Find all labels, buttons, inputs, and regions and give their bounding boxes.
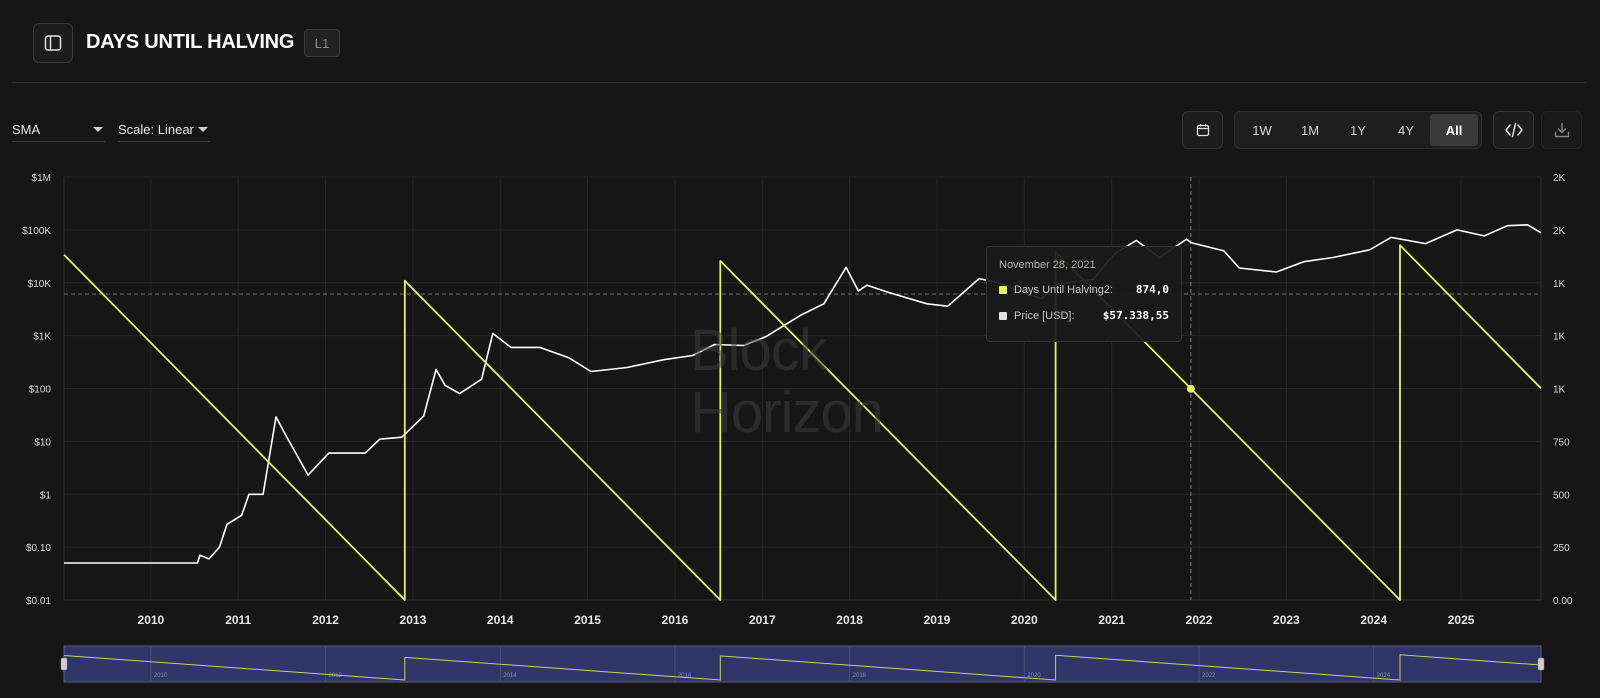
crosshair-point-marker — [1186, 384, 1195, 393]
x-tick-label: 2011 — [225, 613, 251, 627]
x-tick-label: 2016 — [662, 613, 689, 627]
download-icon — [1554, 122, 1569, 138]
y-right-tick-label: 1K — [1553, 332, 1566, 343]
x-tick-label: 2025 — [1448, 613, 1475, 627]
price-swatch — [999, 311, 1007, 320]
navigator-tick-label: 2024 — [1377, 673, 1391, 679]
y-right-tick-label: 1K — [1553, 279, 1566, 290]
navigator-handle-right[interactable] — [1537, 657, 1545, 671]
embed-code-button[interactable] — [1493, 111, 1534, 149]
scale-select[interactable]: Scale: Linear — [118, 118, 210, 142]
y-left-tick-label: $1 — [40, 490, 52, 501]
x-tick-label: 2017 — [749, 613, 776, 627]
tooltip-days-value: 874,0 — [1135, 283, 1169, 296]
tooltip-date: November 28, 2021 — [999, 259, 1096, 271]
calendar-icon — [1196, 124, 1209, 137]
y-left-tick-label: $0.10 — [26, 543, 51, 554]
y-right-tick-label: 750 — [1553, 437, 1570, 448]
watermark-logo: Block Horizon — [690, 320, 930, 450]
x-tick-label: 2023 — [1273, 613, 1300, 627]
range-button-1w[interactable]: 1W — [1252, 122, 1272, 138]
range-button-4y[interactable]: 4Y — [1398, 122, 1414, 138]
page-title: DAYS UNTIL HALVING — [86, 31, 295, 53]
x-tick-label: 2014 — [487, 613, 514, 627]
navigator-range — [63, 645, 1542, 683]
code-icon — [1504, 122, 1523, 138]
y-left-tick-label: $10K — [28, 279, 52, 290]
navigator-tick-label: 2012 — [329, 673, 343, 679]
x-tick-label: 2022 — [1186, 613, 1213, 627]
navigator-handle-left[interactable] — [60, 657, 68, 671]
time-range-group: 1W 1M 1Y 4Y All — [1234, 111, 1482, 149]
y-right-tick-label: 0.00 — [1553, 596, 1573, 607]
tooltip-days-label: Days Until Halving2: — [1014, 283, 1114, 296]
sidebar-panel-icon — [44, 35, 62, 51]
navigator-tick-label: 2010 — [154, 673, 168, 679]
navigator-tick-label: 2014 — [503, 673, 517, 679]
sidebar-toggle-button[interactable] — [33, 23, 73, 63]
y-left-tick-label: $1K — [33, 332, 51, 343]
y-left-tick-label: $100K — [22, 226, 51, 237]
x-tick-label: 2015 — [574, 613, 601, 627]
navigator-tick-label: 2018 — [853, 673, 867, 679]
y-left-tick-label: $10 — [34, 437, 51, 448]
navigator-tick-label: 2022 — [1202, 673, 1216, 679]
range-button-all[interactable]: All — [1430, 114, 1478, 146]
x-tick-label: 2019 — [924, 613, 951, 627]
y-right-tick-label: 2K — [1553, 173, 1566, 184]
chevron-down-icon — [198, 127, 208, 132]
x-tick-label: 2021 — [1098, 613, 1125, 627]
y-left-tick-label: $100 — [29, 385, 52, 396]
layer-badge: L1 — [304, 29, 340, 57]
y-right-tick-label: 500 — [1553, 490, 1570, 501]
y-right-tick-label: 250 — [1553, 543, 1570, 554]
download-button[interactable] — [1541, 111, 1582, 149]
y-right-tick-label: 2K — [1553, 226, 1566, 237]
header-divider — [12, 82, 1587, 83]
chart-tooltip: November 28, 2021 Days Until Halving2: 8… — [986, 246, 1182, 342]
x-tick-label: 2013 — [400, 613, 427, 627]
date-picker-button[interactable] — [1182, 111, 1223, 149]
days-swatch — [999, 285, 1007, 294]
range-button-1y[interactable]: 1Y — [1350, 122, 1366, 138]
x-tick-label: 2020 — [1011, 613, 1038, 627]
tooltip-row-days: Days Until Halving2: 874,0 — [999, 283, 1169, 296]
x-tick-label: 2010 — [138, 613, 165, 627]
price-series-line — [64, 224, 1542, 564]
navigator-series-line — [63, 654, 1542, 681]
navigator-tick-label: 2020 — [1027, 673, 1041, 679]
tooltip-row-price: Price [USD]: $57.338,55 — [999, 309, 1169, 322]
x-tick-label: 2024 — [1360, 613, 1387, 627]
chevron-down-icon — [93, 127, 103, 132]
navigator-tick-label: 2016 — [678, 673, 692, 679]
scale-select-value: Scale: Linear — [118, 122, 194, 137]
x-tick-label: 2012 — [312, 613, 339, 627]
y-left-tick-label: $0.01 — [26, 596, 51, 607]
watermark-line2: Horizon — [690, 380, 884, 445]
y-right-tick-label: 1K — [1553, 385, 1566, 396]
days-until-halving-line — [63, 244, 1542, 601]
y-left-tick-label: $1M — [32, 173, 51, 184]
tooltip-price-label: Price [USD]: — [1014, 309, 1075, 322]
watermark-line1: Block — [690, 318, 828, 383]
sma-select-value: SMA — [12, 122, 41, 137]
tooltip-price-value: $57.338,55 — [1102, 309, 1169, 322]
header: DAYS UNTIL HALVING L1 — [0, 0, 1600, 84]
range-button-1m[interactable]: 1M — [1300, 122, 1320, 138]
sma-select[interactable]: SMA — [12, 118, 105, 142]
x-tick-label: 2018 — [836, 613, 863, 627]
days-until-halving-chart[interactable]: $0.01 $0.10 $1 $10 $100 $1K $10K $100K $1M 0.00 25… — [0, 160, 1600, 698]
